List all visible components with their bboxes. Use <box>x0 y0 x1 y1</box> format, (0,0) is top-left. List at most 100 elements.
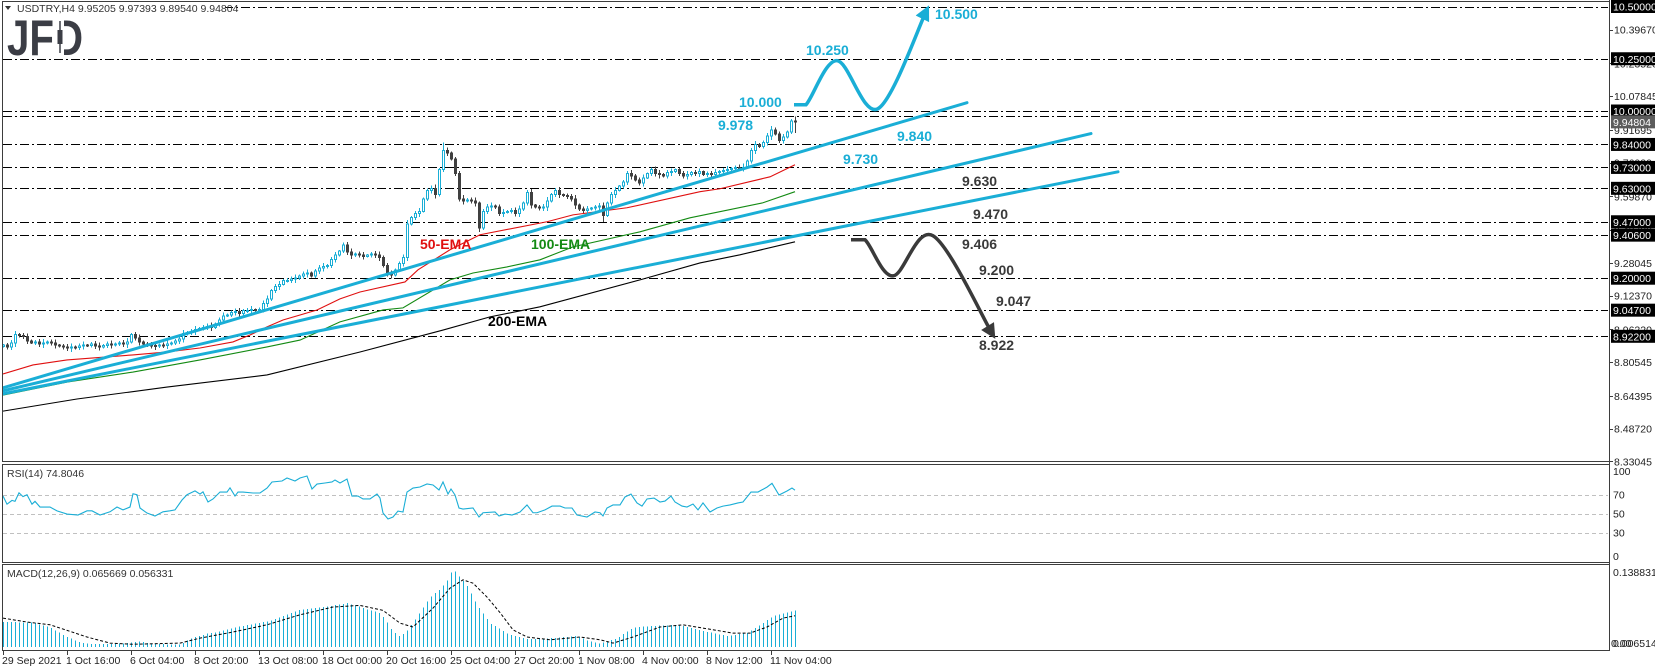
bear-candle-body <box>654 169 657 175</box>
candle <box>514 207 517 217</box>
bull-candle-body <box>46 341 49 344</box>
candle <box>566 193 569 199</box>
candle <box>614 187 617 198</box>
bull-candle-body <box>522 202 525 210</box>
level-price-label: 10.50000 <box>1613 2 1655 14</box>
candle <box>346 241 349 256</box>
bull-candle-body <box>366 254 369 257</box>
candle <box>598 203 601 211</box>
candle <box>358 251 361 258</box>
macd-panel[interactable] <box>2 564 1610 651</box>
price-axis[interactable]: 10.3967010.2352010.078459.916959.760209.… <box>1609 0 1655 651</box>
candle <box>102 343 105 349</box>
candle <box>550 192 553 203</box>
bull-candle-body <box>550 194 553 202</box>
candle <box>538 205 541 211</box>
bull-candle-body <box>318 267 321 272</box>
bear-candle-body <box>378 254 381 258</box>
candle <box>690 170 693 177</box>
bull-candle-body <box>342 244 345 252</box>
candle <box>518 205 521 218</box>
bull-candle-body <box>546 200 549 208</box>
bear-candle-body <box>682 173 685 177</box>
time-axis-label: 8 Oct 20:00 <box>194 655 248 667</box>
candle <box>554 187 557 198</box>
bull-candle-body <box>414 212 417 219</box>
bear-candle-body <box>38 341 41 345</box>
time-axis[interactable]: 29 Sep 2021 1 Oct 16:00 6 Oct 04:00 8 Oct 2… <box>2 650 832 667</box>
candle <box>490 202 493 211</box>
bull-candle-body <box>10 342 13 348</box>
trendlines <box>3 101 1120 396</box>
candle <box>326 263 329 269</box>
bear-candle-body <box>58 344 61 347</box>
candle <box>454 156 457 176</box>
bull-candle-body <box>314 270 317 277</box>
bull-candle-body <box>442 150 445 171</box>
rsi-panel[interactable] <box>2 464 1610 563</box>
bull-candle-body <box>438 169 441 196</box>
candle <box>90 341 93 348</box>
candle <box>494 204 497 209</box>
level-price-box <box>1611 52 1655 66</box>
candle <box>458 170 461 202</box>
candle <box>510 208 513 214</box>
rsi-axis[interactable]: 100 70 50 30 0 <box>1613 466 1631 563</box>
candle <box>402 254 405 267</box>
bull-candle-body <box>410 217 413 225</box>
bull-candle-body <box>230 312 233 316</box>
jfd-logo: JFD <box>7 10 83 66</box>
bear-candle-body <box>94 343 97 347</box>
time-axis-label: 18 Oct 00:00 <box>322 655 382 667</box>
candle <box>226 313 229 318</box>
candle <box>174 338 177 346</box>
level-price-label: 9.04700 <box>1613 305 1651 317</box>
candle <box>138 334 141 346</box>
candle <box>646 172 649 180</box>
candle <box>378 251 381 262</box>
bear-candle-body <box>638 179 641 184</box>
bear-candle-body <box>454 158 457 175</box>
bull-candle-body <box>614 189 617 196</box>
bull-candle-body <box>750 150 753 162</box>
candle <box>66 344 69 352</box>
candle <box>562 193 565 197</box>
candle <box>70 343 73 352</box>
bull-candle-body <box>278 283 281 288</box>
bear-candle-body <box>474 200 477 204</box>
candle <box>698 168 701 178</box>
dropdown-triangle-icon[interactable] <box>5 6 11 10</box>
bear-candle-body <box>434 187 437 196</box>
candle <box>98 342 101 351</box>
bull-candle-body <box>250 309 253 312</box>
bear-candle-body <box>254 309 257 312</box>
candle <box>350 248 353 259</box>
candle <box>362 251 365 260</box>
bull-candle-body <box>426 189 429 200</box>
bull-candle-body <box>302 273 305 277</box>
candle <box>26 333 29 345</box>
candle <box>570 193 573 202</box>
bull-candle-body <box>790 120 793 133</box>
candle <box>426 188 429 201</box>
bull-candle-body <box>370 253 373 256</box>
bear-candle-body <box>778 133 781 141</box>
bear-candle-body <box>374 253 377 256</box>
candle <box>34 339 37 346</box>
candle <box>294 274 297 284</box>
candle <box>658 169 661 179</box>
macd-signal-line <box>3 579 796 645</box>
bull-candle-body <box>14 334 17 344</box>
candle <box>522 201 525 211</box>
annotation-9-840: 9.840 <box>897 128 932 144</box>
annotation-9-047: 9.047 <box>996 293 1031 309</box>
candle <box>242 308 245 316</box>
rsi-line <box>3 475 796 520</box>
main-chart-panel[interactable] <box>2 1 1610 462</box>
candle <box>106 341 109 349</box>
candle <box>590 206 593 211</box>
scenario-arrows <box>794 5 996 339</box>
candle <box>38 339 41 347</box>
